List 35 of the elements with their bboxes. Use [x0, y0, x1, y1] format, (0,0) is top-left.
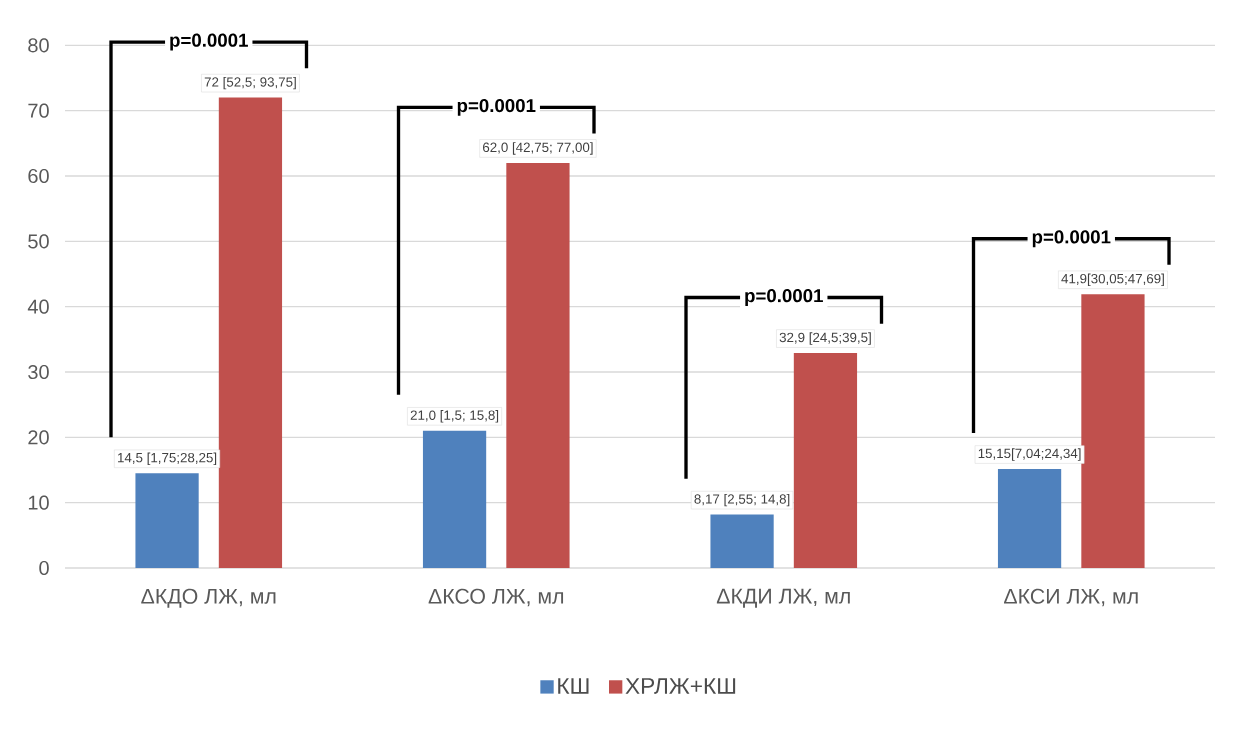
x-tick-label: ΔКДИ ЛЖ, мл [716, 588, 850, 608]
annotation: p=0.0001 [745, 289, 823, 306]
data-label: 72 [52,5; 93,75] [204, 76, 296, 90]
data-label: 62,0 [42,75; 77,00] [483, 142, 593, 155]
y-tick-label: 20 [28, 430, 49, 445]
data-label: 15,15[7,04;24,34] [978, 448, 1081, 461]
x-tick-label: ΔКСИ ЛЖ, мл [1004, 588, 1138, 607]
y-tick-label: 40 [27, 299, 49, 314]
bar [1081, 294, 1145, 568]
x-tick-label: ΔКДО ЛЖ, мл [141, 588, 276, 608]
bar [135, 473, 199, 568]
y-tick-label: 60 [28, 168, 49, 184]
annotation: p=0.0001 [457, 98, 536, 116]
bar [793, 353, 858, 568]
data-label: 8,17 [2,55; 14,8] [694, 493, 790, 507]
y-tick-label: 80 [28, 38, 49, 53]
legend-label: КШ [558, 678, 589, 694]
y-tick-label: 30 [28, 364, 49, 380]
y-tick-label: 0 [39, 560, 49, 576]
annotation: p=0.0001 [1032, 230, 1111, 248]
bar [422, 430, 487, 568]
y-tick-label: 70 [28, 103, 49, 118]
bar [710, 514, 774, 568]
legend-label: ХРЛЖ+КШ [625, 678, 736, 694]
annotation: p=0.0001 [170, 33, 248, 51]
y-tick-label: 10 [28, 495, 49, 510]
x-tick-label: ΔКСО ЛЖ, мл [428, 588, 564, 607]
data-label: 41,9[30,05;47,69] [1061, 273, 1164, 286]
data-label: 32,9 [24,5;39,5] [779, 332, 871, 345]
bar [218, 97, 283, 568]
data-label: 21,0 [1,5; 15,8] [410, 410, 499, 423]
bar [997, 469, 1062, 568]
data-label: 14,5 [1,75;28,25] [118, 452, 217, 465]
bar [506, 162, 570, 568]
y-tick-label: 50 [28, 234, 49, 249]
